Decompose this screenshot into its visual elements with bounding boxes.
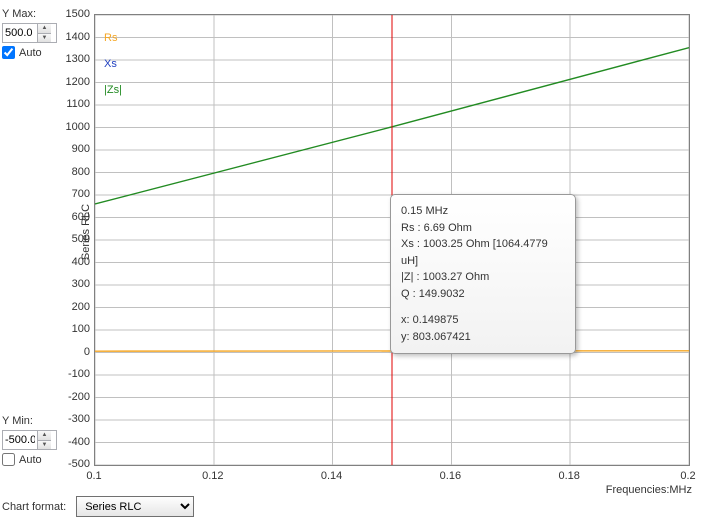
x-axis-title: Frequencies:MHz	[606, 484, 692, 496]
ytick-label: -500	[62, 458, 90, 470]
ymin-spin-up[interactable]: ▲	[38, 431, 51, 441]
tooltip-line-1: Xs : 1003.25 Ohm [1064.4779 uH]	[401, 236, 565, 269]
chart-format-select[interactable]: Series RLC	[76, 496, 194, 517]
tooltip-coord-y: y: 803.067421	[401, 329, 565, 346]
ytick-label: 1000	[62, 121, 90, 133]
xtick-label: 0.16	[440, 470, 461, 482]
ytick-label: 700	[62, 188, 90, 200]
ytick-label: 1100	[62, 98, 90, 110]
legend-item-xs: Xs	[104, 58, 117, 70]
ymax-auto-label: Auto	[19, 47, 42, 59]
ymax-spinner[interactable]: ▲ ▼	[2, 23, 57, 43]
ytick-label: 200	[62, 301, 90, 313]
legend-item-rs: Rs	[104, 32, 117, 44]
xtick-label: 0.14	[321, 470, 342, 482]
legend-item-zs: |Zs|	[104, 84, 122, 96]
ymax-spin-up[interactable]: ▲	[38, 24, 51, 34]
ytick-label: 500	[62, 233, 90, 245]
ytick-label: 1200	[62, 76, 90, 88]
ytick-label: -400	[62, 436, 90, 448]
ytick-label: 1300	[62, 53, 90, 65]
ytick-label: 900	[62, 143, 90, 155]
ymax-auto-row[interactable]: Auto	[2, 46, 57, 59]
ymin-auto-checkbox[interactable]	[2, 453, 15, 466]
cursor-tooltip: 0.15 MHz Rs : 6.69 Ohm Xs : 1003.25 Ohm …	[390, 194, 576, 354]
ytick-label: -200	[62, 391, 90, 403]
tooltip-line-3: Q : 149.9032	[401, 286, 565, 303]
ymin-spin-down[interactable]: ▼	[38, 441, 51, 450]
xtick-label: 0.18	[558, 470, 579, 482]
chart-format-label: Chart format:	[2, 501, 66, 513]
tooltip-line-0: Rs : 6.69 Ohm	[401, 220, 565, 237]
ytick-label: 600	[62, 211, 90, 223]
ymin-auto-label: Auto	[19, 454, 42, 466]
ymax-panel: Y Max: ▲ ▼ Auto	[2, 8, 57, 59]
ymax-label: Y Max:	[2, 8, 57, 20]
ytick-label: 100	[62, 323, 90, 335]
tooltip-coord-x: x: 0.149875	[401, 312, 565, 329]
ymax-spin-down[interactable]: ▼	[38, 34, 51, 43]
xtick-label: 0.1	[86, 470, 101, 482]
xtick-label: 0.2	[680, 470, 695, 482]
ytick-label: 1400	[62, 31, 90, 43]
ymin-auto-row[interactable]: Auto	[2, 453, 57, 466]
ymax-auto-checkbox[interactable]	[2, 46, 15, 59]
ymax-input[interactable]	[3, 24, 37, 42]
ytick-label: 400	[62, 256, 90, 268]
ymin-input[interactable]	[3, 431, 37, 449]
ytick-label: -100	[62, 368, 90, 380]
ytick-label: 800	[62, 166, 90, 178]
ytick-label: 1500	[62, 8, 90, 20]
ytick-label: 0	[62, 346, 90, 358]
tooltip-line-2: |Z| : 1003.27 Ohm	[401, 269, 565, 286]
ymin-panel: Y Min: ▲ ▼ Auto	[2, 415, 57, 466]
ytick-label: 300	[62, 278, 90, 290]
ymin-label: Y Min:	[2, 415, 57, 427]
xtick-label: 0.12	[202, 470, 223, 482]
footer: Chart format: Series RLC	[2, 496, 194, 517]
ytick-label: -300	[62, 413, 90, 425]
ymax-spin-buttons[interactable]: ▲ ▼	[37, 24, 51, 42]
ymin-spin-buttons[interactable]: ▲ ▼	[37, 431, 51, 449]
tooltip-title: 0.15 MHz	[401, 203, 565, 220]
ymin-spinner[interactable]: ▲ ▼	[2, 430, 57, 450]
